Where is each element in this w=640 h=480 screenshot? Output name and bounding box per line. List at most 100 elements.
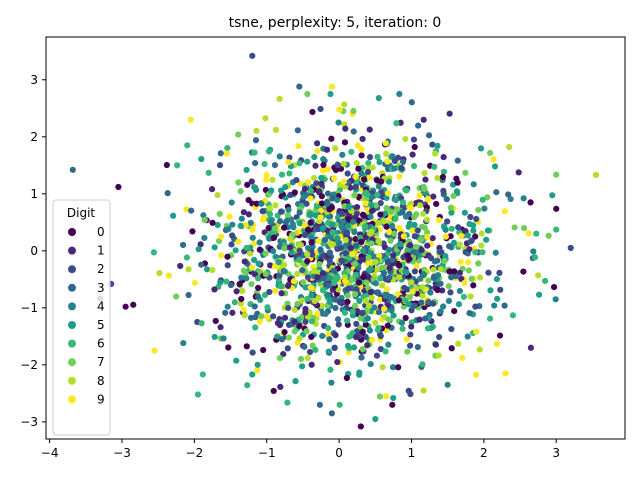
data-point — [428, 255, 435, 262]
legend-marker — [68, 228, 76, 236]
data-point — [307, 234, 314, 241]
data-point — [384, 158, 391, 165]
y-tick-label: −3 — [20, 415, 38, 429]
data-point — [359, 135, 366, 143]
data-point — [422, 315, 429, 322]
data-point — [363, 279, 370, 286]
data-point — [339, 210, 346, 217]
data-point — [414, 343, 421, 351]
data-point — [395, 224, 403, 231]
data-point — [374, 153, 381, 160]
data-point — [298, 297, 306, 304]
data-point — [316, 260, 323, 268]
data-point — [440, 223, 448, 230]
data-point — [227, 281, 235, 289]
data-point — [302, 305, 309, 313]
data-point — [244, 181, 251, 188]
data-point — [358, 146, 365, 153]
data-point — [379, 264, 386, 271]
data-point — [327, 90, 334, 98]
data-point — [317, 246, 324, 253]
data-point — [225, 344, 232, 351]
data-point — [358, 152, 365, 159]
data-point — [417, 236, 424, 243]
data-point — [266, 205, 273, 212]
data-point — [214, 192, 221, 199]
data-point — [418, 246, 425, 254]
data-point — [276, 272, 283, 279]
data-point — [377, 345, 384, 353]
data-point — [258, 313, 265, 320]
data-point — [409, 227, 416, 234]
data-point — [209, 266, 216, 274]
data-point — [198, 155, 205, 163]
data-point — [416, 316, 423, 323]
data-point — [304, 251, 311, 258]
data-point — [456, 241, 463, 248]
data-point — [502, 370, 509, 377]
x-tick-label: 1 — [408, 446, 416, 460]
data-point — [441, 257, 448, 265]
data-point — [389, 364, 397, 371]
data-point — [444, 381, 451, 388]
y-axis: −3 −2 −1 0 1 2 3 — [20, 73, 46, 429]
data-point — [411, 233, 418, 240]
data-point — [223, 278, 230, 285]
data-point — [340, 218, 347, 225]
data-point — [390, 252, 397, 259]
data-point — [356, 369, 363, 376]
data-point — [440, 154, 447, 161]
data-point — [348, 276, 355, 283]
data-point — [185, 291, 192, 299]
data-point — [266, 210, 274, 218]
data-point — [237, 188, 244, 195]
data-point — [347, 244, 354, 251]
data-point — [509, 312, 517, 319]
data-point — [447, 233, 454, 240]
legend-marker — [68, 246, 76, 255]
legend-label: 9 — [97, 392, 105, 406]
data-point — [254, 361, 261, 368]
data-point — [385, 341, 392, 348]
data-point — [421, 185, 428, 192]
data-point — [334, 274, 341, 281]
data-point — [236, 281, 243, 288]
x-tick-label: 3 — [552, 446, 560, 460]
data-point — [406, 294, 413, 301]
data-point — [349, 251, 356, 258]
data-point — [263, 172, 270, 179]
data-point — [287, 235, 294, 242]
data-point — [165, 272, 173, 279]
data-point — [296, 220, 303, 227]
data-point — [267, 262, 274, 269]
data-point — [254, 367, 261, 374]
data-point — [285, 334, 292, 341]
data-point — [344, 170, 351, 177]
data-point — [466, 310, 473, 317]
data-point — [350, 128, 357, 135]
data-point — [198, 320, 205, 327]
data-point — [235, 131, 242, 138]
data-point — [349, 308, 356, 315]
data-point — [130, 301, 137, 308]
data-point — [201, 216, 208, 224]
legend-label: 6 — [97, 337, 105, 351]
data-point — [443, 196, 450, 203]
data-point — [272, 126, 279, 134]
data-point — [535, 291, 543, 298]
data-point — [223, 150, 231, 157]
data-point — [218, 233, 225, 240]
data-point — [439, 173, 447, 181]
data-point — [461, 279, 468, 287]
data-point — [247, 219, 254, 227]
data-point — [413, 263, 420, 270]
data-point — [592, 171, 600, 179]
data-point — [400, 233, 407, 240]
data-point — [458, 232, 465, 239]
data-point — [353, 160, 360, 167]
data-point — [263, 176, 270, 183]
data-point — [271, 162, 279, 169]
data-point — [235, 238, 242, 245]
data-point — [352, 183, 359, 191]
data-point — [301, 343, 308, 350]
